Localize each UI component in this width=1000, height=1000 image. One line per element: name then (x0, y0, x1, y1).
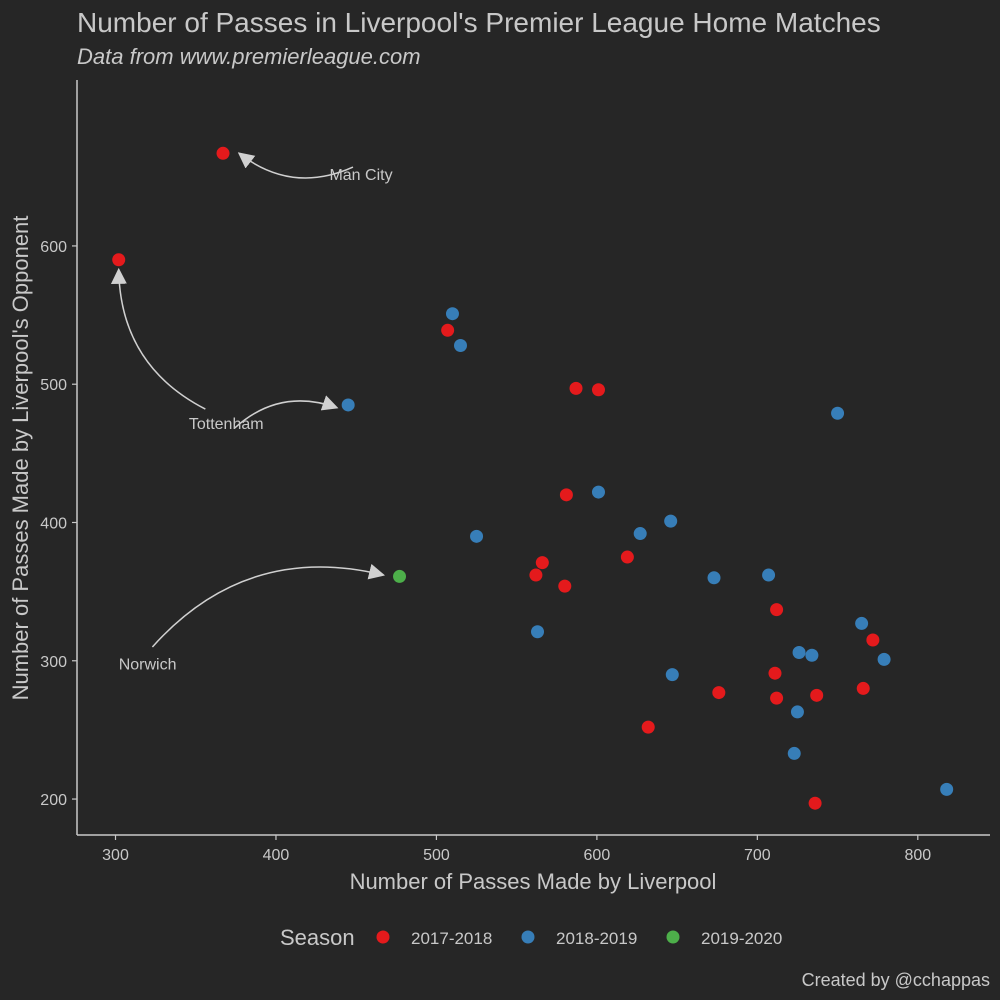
data-point (940, 782, 954, 796)
data-point (664, 514, 678, 528)
annotation-label: Tottenham (189, 416, 264, 433)
data-point (535, 556, 549, 570)
data-point (768, 666, 782, 680)
data-point (790, 705, 804, 719)
data-point (445, 307, 459, 321)
annotation-arrow (151, 563, 386, 648)
data-point (393, 569, 407, 583)
chart-subtitle: Data from www.premierleague.com (77, 44, 421, 69)
data-point (810, 688, 824, 702)
legend: Season 2017-2018 2018-2019 2019-2020 (280, 925, 782, 950)
data-point (866, 633, 880, 647)
legend-label: 2018-2019 (556, 929, 637, 948)
data-point (470, 529, 484, 543)
legend-key (521, 930, 535, 944)
data-point (856, 681, 870, 695)
data-point (787, 746, 801, 760)
x-tick-label: 700 (744, 847, 771, 864)
axes: 300 400 500 600 700 800 200 300 400 500 600 (40, 80, 990, 864)
data-point (792, 645, 806, 659)
data-point (569, 381, 583, 395)
data-point (831, 406, 845, 420)
data-point (529, 568, 543, 582)
annotation-arrow (233, 395, 339, 430)
y-tick-label: 600 (40, 239, 67, 256)
data-point (441, 323, 455, 337)
legend-key (666, 930, 680, 944)
data-point (707, 571, 721, 585)
data-point (770, 603, 784, 617)
x-tick-label: 800 (904, 847, 931, 864)
data-point (112, 253, 126, 267)
x-axis-title: Number of Passes Made by Liverpool (350, 869, 717, 894)
data-point (620, 550, 634, 564)
data-point (216, 146, 230, 160)
data-point (808, 796, 822, 810)
y-tick-label: 300 (40, 654, 67, 671)
legend-key (376, 930, 390, 944)
data-point (559, 488, 573, 502)
y-axis-title: Number of Passes Made by Liverpool's Opp… (8, 216, 33, 701)
x-tick-label: 600 (584, 847, 611, 864)
x-tick-label: 500 (423, 847, 450, 864)
data-point (591, 485, 605, 499)
annotation-labels: Man City Tottenham Norwich (119, 167, 393, 674)
data-point (877, 652, 891, 666)
data-point (633, 527, 647, 541)
x-tick-label: 300 (102, 847, 129, 864)
y-tick-label: 500 (40, 377, 67, 394)
legend-label: 2017-2018 (411, 929, 492, 948)
x-tick-label: 400 (263, 847, 290, 864)
y-tick-label: 200 (40, 792, 67, 809)
annotation-arrow (237, 152, 354, 179)
data-point (805, 648, 819, 662)
annotation-label: Norwich (119, 657, 177, 674)
y-tick-label: 400 (40, 515, 67, 532)
data-point (641, 720, 655, 734)
caption: Created by @cchappas (802, 970, 990, 990)
data-points (112, 146, 954, 810)
data-point (341, 398, 355, 412)
data-point (558, 579, 572, 593)
data-point (712, 686, 726, 700)
annotation-arrow (110, 267, 206, 410)
data-point (591, 383, 605, 397)
chart-title: Number of Passes in Liverpool's Premier … (77, 7, 881, 38)
annotation-arrows (110, 152, 386, 648)
legend-label: 2019-2020 (701, 929, 782, 948)
annotation-label: Man City (329, 167, 392, 184)
data-point (855, 616, 869, 630)
data-point (453, 338, 467, 352)
data-point (531, 625, 545, 639)
data-point (762, 568, 776, 582)
data-point (665, 668, 679, 682)
legend-title: Season (280, 925, 355, 950)
data-point (770, 691, 784, 705)
